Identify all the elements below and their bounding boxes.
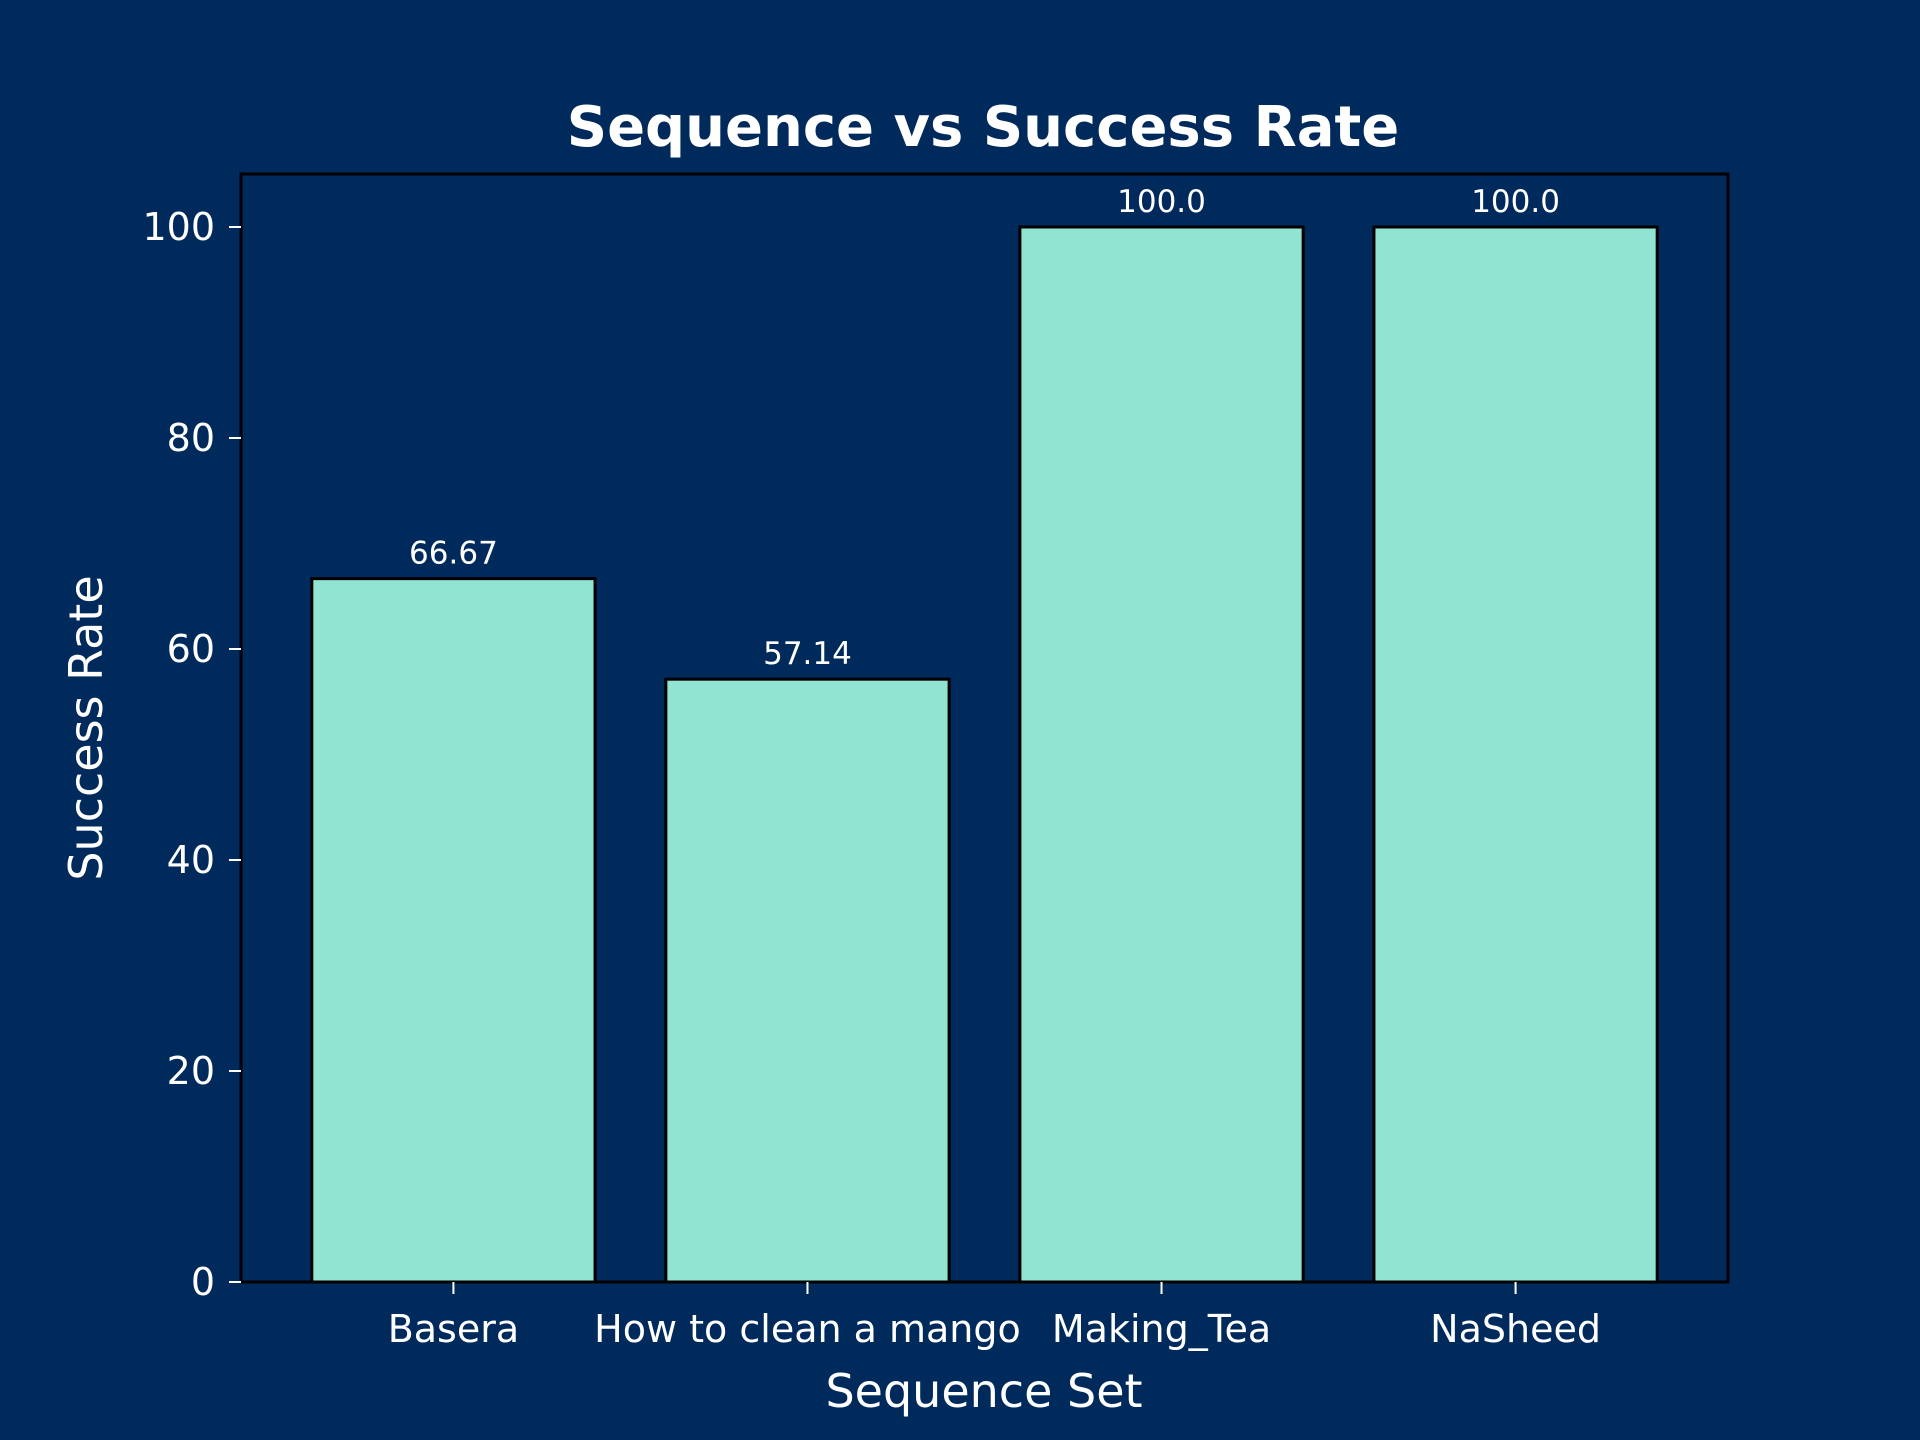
y-axis: 0 20 40 60 80 100 xyxy=(142,205,241,1304)
bar-value-label-4: 100.0 xyxy=(1471,184,1560,220)
x-tick-label-1: Basera xyxy=(388,1307,519,1351)
y-tick-label-20: 20 xyxy=(167,1049,215,1093)
axes-frame xyxy=(239,172,1730,1284)
x-tick-label-4: NaSheed xyxy=(1430,1307,1601,1351)
plot-area: 66.67 57.14 100.0 100.0 xyxy=(310,184,1659,1284)
bar-2 xyxy=(664,677,951,1284)
y-axis-label: Success Rate xyxy=(59,575,113,880)
bar-1 xyxy=(310,577,597,1284)
y-tick-label-40: 40 xyxy=(167,838,215,882)
x-axis-label: Sequence Set xyxy=(825,1364,1142,1418)
bar-4 xyxy=(1372,225,1659,1284)
y-tick-label-60: 60 xyxy=(167,627,215,671)
x-axis: Basera How to clean a mango Making_Tea NaSh… xyxy=(388,1282,1601,1351)
bar-3 xyxy=(1018,225,1305,1284)
chart-title: Sequence vs Success Rate xyxy=(567,95,1400,160)
y-tick-label-100: 100 xyxy=(142,205,215,249)
y-tick-label-80: 80 xyxy=(167,416,215,460)
bar-value-label-1: 66.67 xyxy=(409,536,498,572)
y-tick-label-0: 0 xyxy=(191,1260,215,1304)
x-tick-label-2: How to clean a mango xyxy=(594,1307,1021,1351)
bar-value-label-2: 57.14 xyxy=(763,636,852,672)
bar-value-label-3: 100.0 xyxy=(1117,184,1206,220)
x-tick-label-3: Making_Tea xyxy=(1052,1307,1271,1351)
